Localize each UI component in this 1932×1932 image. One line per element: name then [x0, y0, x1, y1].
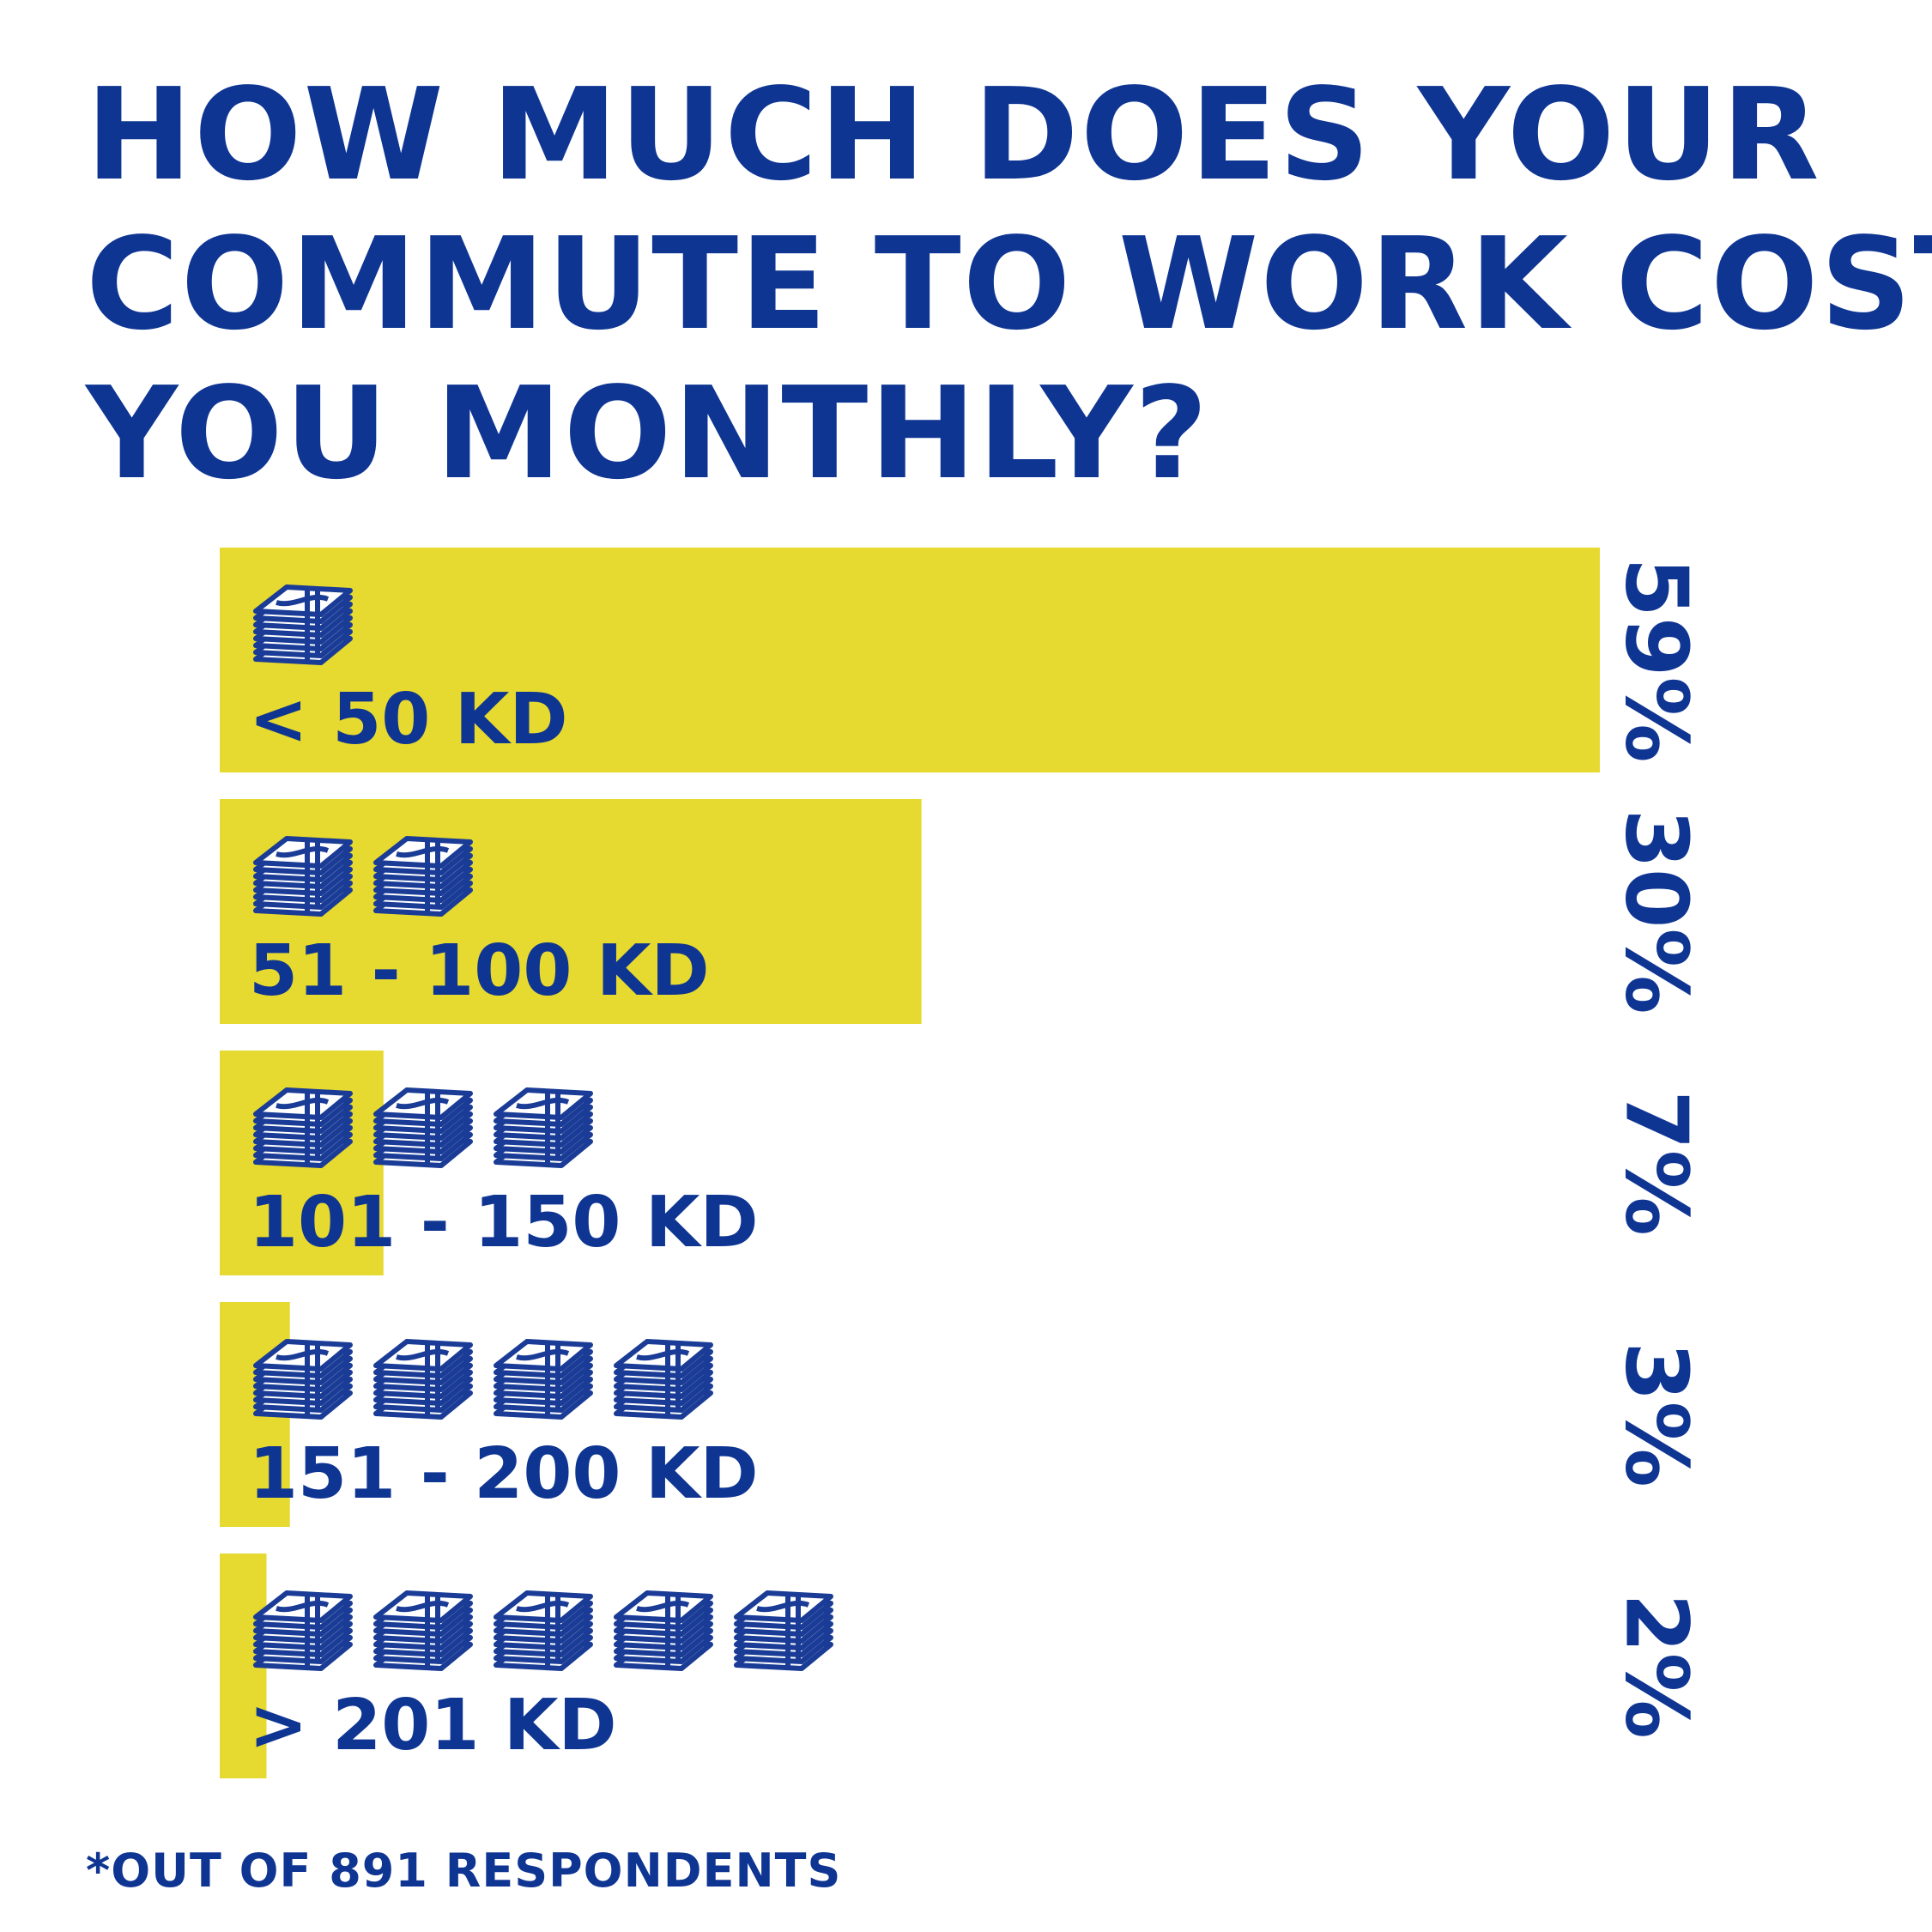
bar — [220, 548, 1600, 772]
money-stack-icon — [376, 1341, 470, 1417]
title-line-1: HOW MUCH DOES YOUR — [86, 61, 1821, 209]
money-stack-icon — [376, 1090, 470, 1166]
money-stack-icon — [616, 1593, 711, 1669]
money-stack-icon — [496, 1593, 591, 1669]
money-stack-icon — [736, 1593, 831, 1669]
value-label: 3% — [1607, 1341, 1707, 1487]
value-label: 59% — [1607, 557, 1707, 762]
money-stack-icon — [256, 587, 350, 663]
bars-layer: < 50 KD 59% 51 - 100 KD 30% 101 - 150 KD 7% 15… — [220, 548, 1707, 1778]
category-label: < 50 KD — [249, 679, 568, 760]
money-stack-icon — [616, 1341, 711, 1417]
title-line-2: COMMUTE TO WORK COST — [86, 210, 1932, 358]
money-stack-icon — [496, 1090, 591, 1166]
bar-chart: < 50 KD 59% 51 - 100 KD 30% 101 - 150 KD 7% 15… — [220, 548, 1707, 1778]
bar-row: 51 - 100 KD 30% — [220, 799, 1707, 1024]
category-label: > 201 KD — [249, 1685, 617, 1766]
value-label: 2% — [1607, 1593, 1707, 1739]
bar-row: > 201 KD 2% — [220, 1553, 1707, 1778]
money-stack-icon — [256, 1341, 350, 1417]
bar-row: 101 - 150 KD 7% — [220, 1051, 1707, 1275]
title-line-3: YOU MONTHLY? — [86, 360, 1210, 507]
bar-row: < 50 KD 59% — [220, 548, 1707, 772]
money-stack-icon — [256, 1593, 350, 1669]
money-stack-icon — [256, 839, 350, 914]
footnote: *OUT OF 891 RESPONDENTS — [86, 1844, 842, 1898]
category-label: 101 - 150 KD — [249, 1182, 759, 1263]
money-stack-icon — [376, 839, 470, 914]
money-stack-icon — [376, 1593, 470, 1669]
category-label: 51 - 100 KD — [249, 930, 710, 1012]
chart-title: HOW MUCH DOES YOUR COMMUTE TO WORK COST … — [86, 60, 1932, 508]
bar-row: 151 - 200 KD 3% — [220, 1302, 1707, 1527]
bar — [220, 799, 922, 1024]
value-label: 7% — [1607, 1090, 1707, 1236]
value-label: 30% — [1607, 809, 1707, 1014]
money-stack-icon — [256, 1090, 350, 1166]
category-label: 151 - 200 KD — [249, 1433, 759, 1515]
money-stack-icon — [496, 1341, 591, 1417]
